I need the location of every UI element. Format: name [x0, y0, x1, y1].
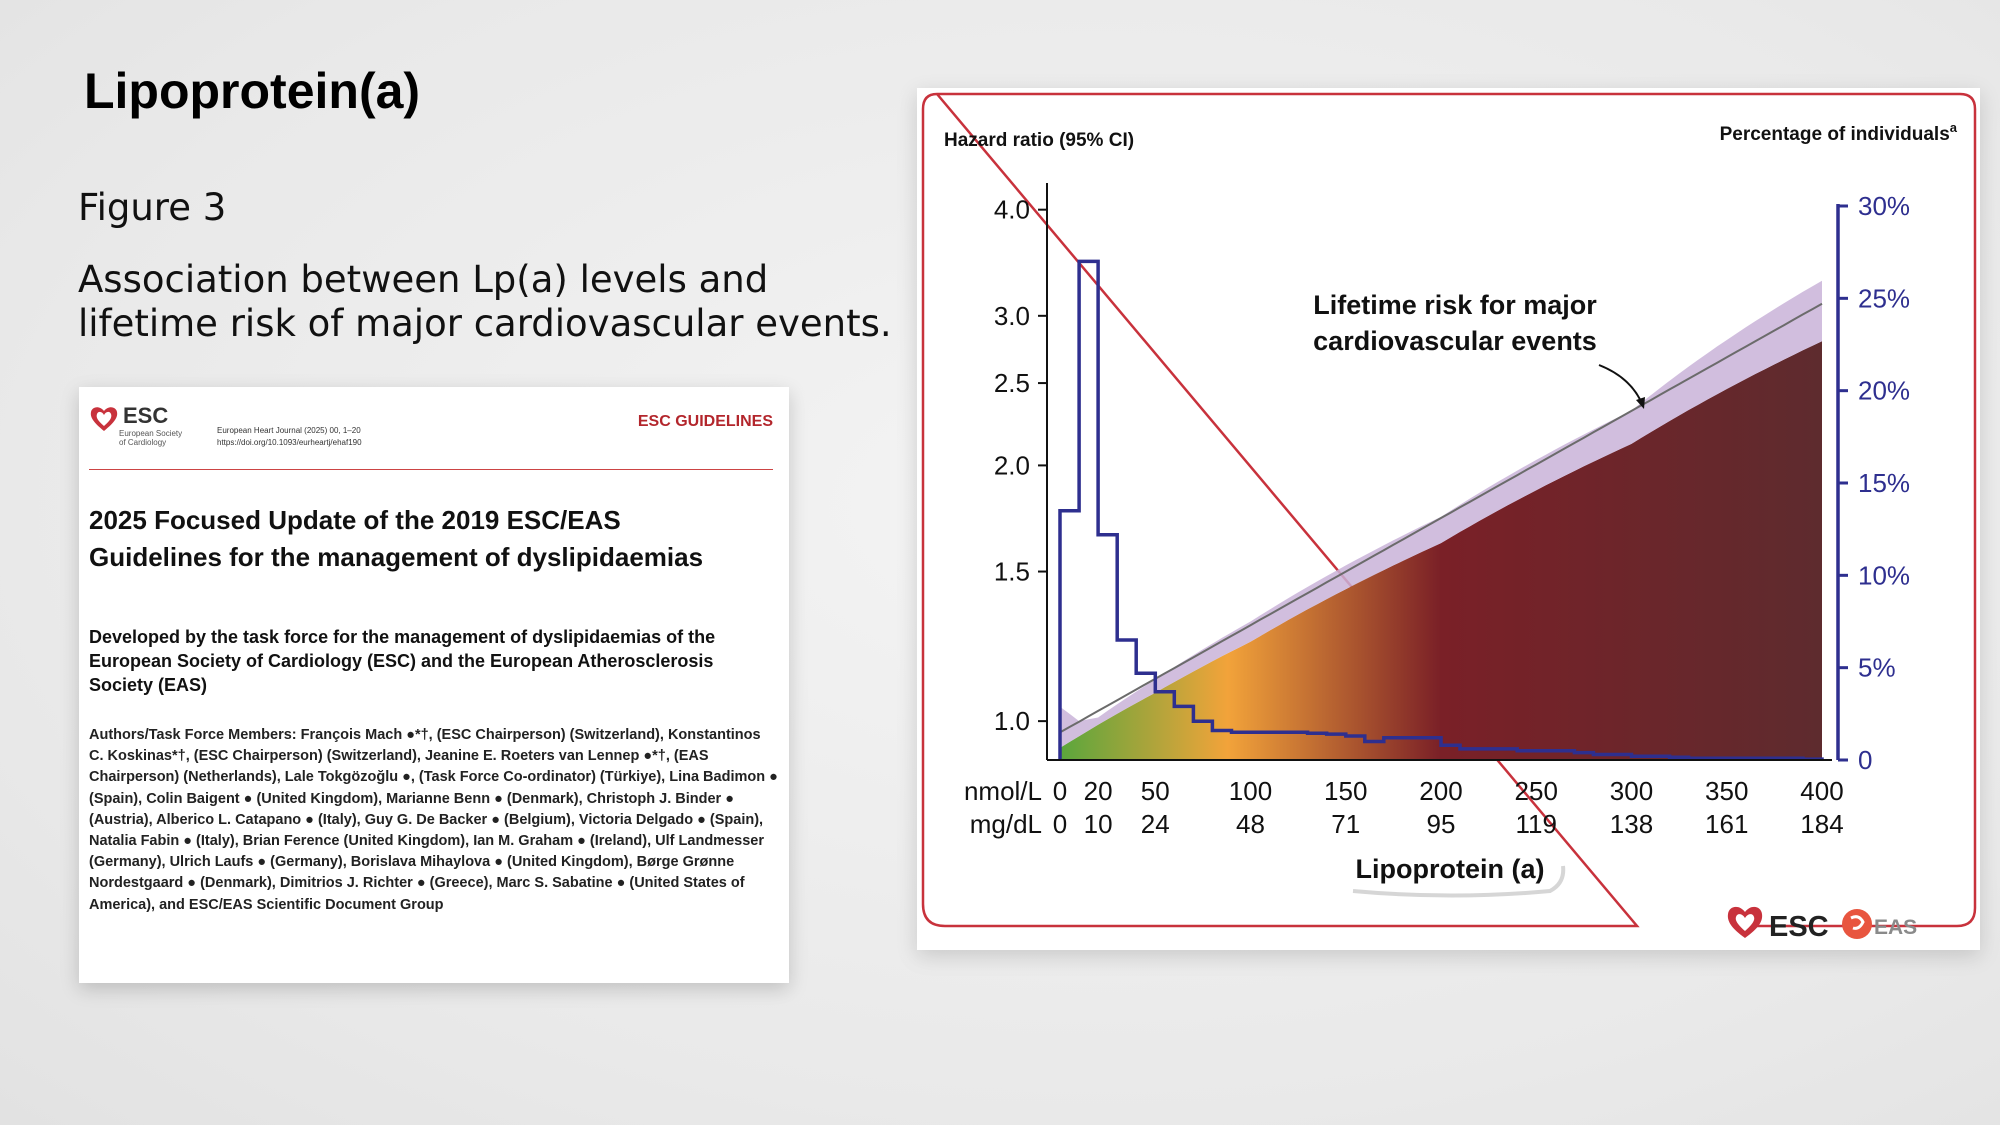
- hazard-ratio-ci-band: [1060, 280, 1822, 748]
- right-y-tick-label: 0: [1858, 745, 1872, 775]
- x-tick-label-mgdl: 95: [1427, 809, 1456, 839]
- paper-divider: [89, 469, 773, 470]
- x-tick-label-nmol: 250: [1515, 776, 1558, 806]
- x-tick-label-mgdl: 0: [1053, 809, 1067, 839]
- right-axis-title-superscript: a: [1950, 120, 1958, 135]
- left-y-tick-label: 2.0: [994, 450, 1030, 480]
- left-axis-title: Hazard ratio (95% CI): [944, 130, 1134, 151]
- paper-title: 2025 Focused Update of the 2019 ESC/EAS …: [89, 505, 704, 572]
- paper-journal-line1: European Heart Journal (2025) 00, 1–20: [217, 426, 361, 435]
- paper-esc-logo: ESC: [89, 405, 168, 433]
- x-tick-label-nmol: 0: [1053, 776, 1067, 806]
- x-tick-label-nmol: 300: [1610, 776, 1653, 806]
- paper-authors: Authors/Task Force Members: François Mac…: [89, 727, 778, 913]
- x-tick-label-nmol: 150: [1324, 776, 1367, 806]
- eas-logo-icon: [1842, 909, 1872, 939]
- right-axis-title: Percentage of individualsa: [1720, 120, 1958, 145]
- lpa-risk-chart: Hazard ratio (95% CI) Percentage of indi…: [921, 92, 1977, 943]
- right-axis-title-text: Percentage of individuals: [1720, 124, 1950, 145]
- x-tick-label-mgdl: 10: [1084, 809, 1113, 839]
- x-tick-label-nmol: 400: [1800, 776, 1843, 806]
- right-y-tick-label: 10%: [1858, 560, 1910, 590]
- chart-frame: [921, 92, 1977, 928]
- annotation: Lifetime risk for major cardiovascular e…: [1313, 290, 1645, 409]
- paper-esc-subtitle: European Society of Cardiology: [119, 429, 183, 447]
- esc-logo: ESC: [1727, 906, 1829, 943]
- eas-logo: EAS: [1842, 909, 1917, 939]
- left-y-tick-label: 3.0: [994, 301, 1030, 331]
- eas-logo-text: EAS: [1874, 916, 1917, 939]
- left-y-tick-label: 2.5: [994, 368, 1030, 398]
- annotation-line-2: cardiovascular events: [1313, 326, 1597, 356]
- guideline-paper-thumbnail: ESC European Society of Cardiology Europ…: [79, 387, 789, 983]
- right-y-tick-label: 30%: [1858, 191, 1910, 221]
- right-y-tick-label: 15%: [1858, 468, 1910, 498]
- x-axis-title: Lipoprotein (a): [1356, 854, 1545, 884]
- plot-layer: [1058, 259, 1824, 761]
- esc-logo-text: ESC: [1769, 911, 1829, 943]
- paper-journal-line2: https://doi.org/10.1093/eurheartj/ehaf19…: [217, 438, 362, 447]
- heart-icon: [90, 407, 118, 431]
- eas-logo-icon-inner: [1850, 915, 1865, 930]
- lpa-risk-chart-card: Hazard ratio (95% CI) Percentage of indi…: [917, 88, 1980, 950]
- paper-esc-word: ESC: [123, 403, 169, 428]
- figure-caption: Association between Lp(a) levels and lif…: [78, 258, 892, 345]
- x-tick-label-mgdl: 71: [1331, 809, 1360, 839]
- x-tick-label-mgdl: 119: [1516, 809, 1557, 839]
- x-tick-label-nmol: 200: [1419, 776, 1462, 806]
- x-unit-nmol-label: nmol/L: [964, 776, 1042, 806]
- distribution-histogram: [1058, 259, 1824, 761]
- x-tick-label-nmol: 50: [1141, 776, 1170, 806]
- paper-journal-citation: European Heart Journal (2025) 00, 1–20 h…: [217, 425, 362, 449]
- x-tick-label-mgdl: 48: [1236, 809, 1265, 839]
- hazard-ratio-line: [1059, 302, 1823, 734]
- annotation-arrowhead: [1636, 397, 1645, 409]
- right-y-tick-label: 20%: [1858, 376, 1910, 406]
- x-tick-label-nmol: 20: [1084, 776, 1113, 806]
- annotation-line-1: Lifetime risk for major: [1313, 290, 1597, 320]
- left-y-tick-label: 1.0: [994, 706, 1030, 736]
- x-tick-label-nmol: 350: [1705, 776, 1748, 806]
- x-unit-mgdl-label: mg/dL: [970, 809, 1042, 839]
- x-tick-label-mgdl: 24: [1141, 809, 1170, 839]
- paper-guidelines-tag: ESC GUIDELINES: [637, 413, 773, 430]
- x-tick-label-nmol: 100: [1229, 776, 1272, 806]
- paper-subtitle: Developed by the task force for the mana…: [89, 627, 716, 695]
- esc-heart-inner-icon: [1735, 914, 1755, 931]
- right-y-tick-label: 25%: [1858, 283, 1910, 313]
- footer-logos: ESC EAS: [1727, 906, 1917, 943]
- x-tick-label-mgdl: 138: [1610, 809, 1653, 839]
- annotation-arrow: [1598, 364, 1644, 407]
- right-y-tick-label: 5%: [1858, 653, 1896, 683]
- x-tick-label-mgdl: 161: [1705, 809, 1748, 839]
- figure-label: Figure 3: [78, 186, 227, 229]
- axes-layer: 1.0 1.5 2.0 2.5 3.0 4.0 0 5% 10% 15% 20% 25% 30% nmol…: [964, 183, 1910, 839]
- x-tick-label-mgdl: 184: [1800, 809, 1843, 839]
- slide-title: Lipoprotein(a): [84, 63, 421, 119]
- risk-gradient-area: [1060, 341, 1822, 760]
- left-y-tick-label: 1.5: [994, 557, 1030, 587]
- x-axis-title-shadow: [1352, 865, 1566, 898]
- left-y-tick-label: 4.0: [994, 195, 1030, 225]
